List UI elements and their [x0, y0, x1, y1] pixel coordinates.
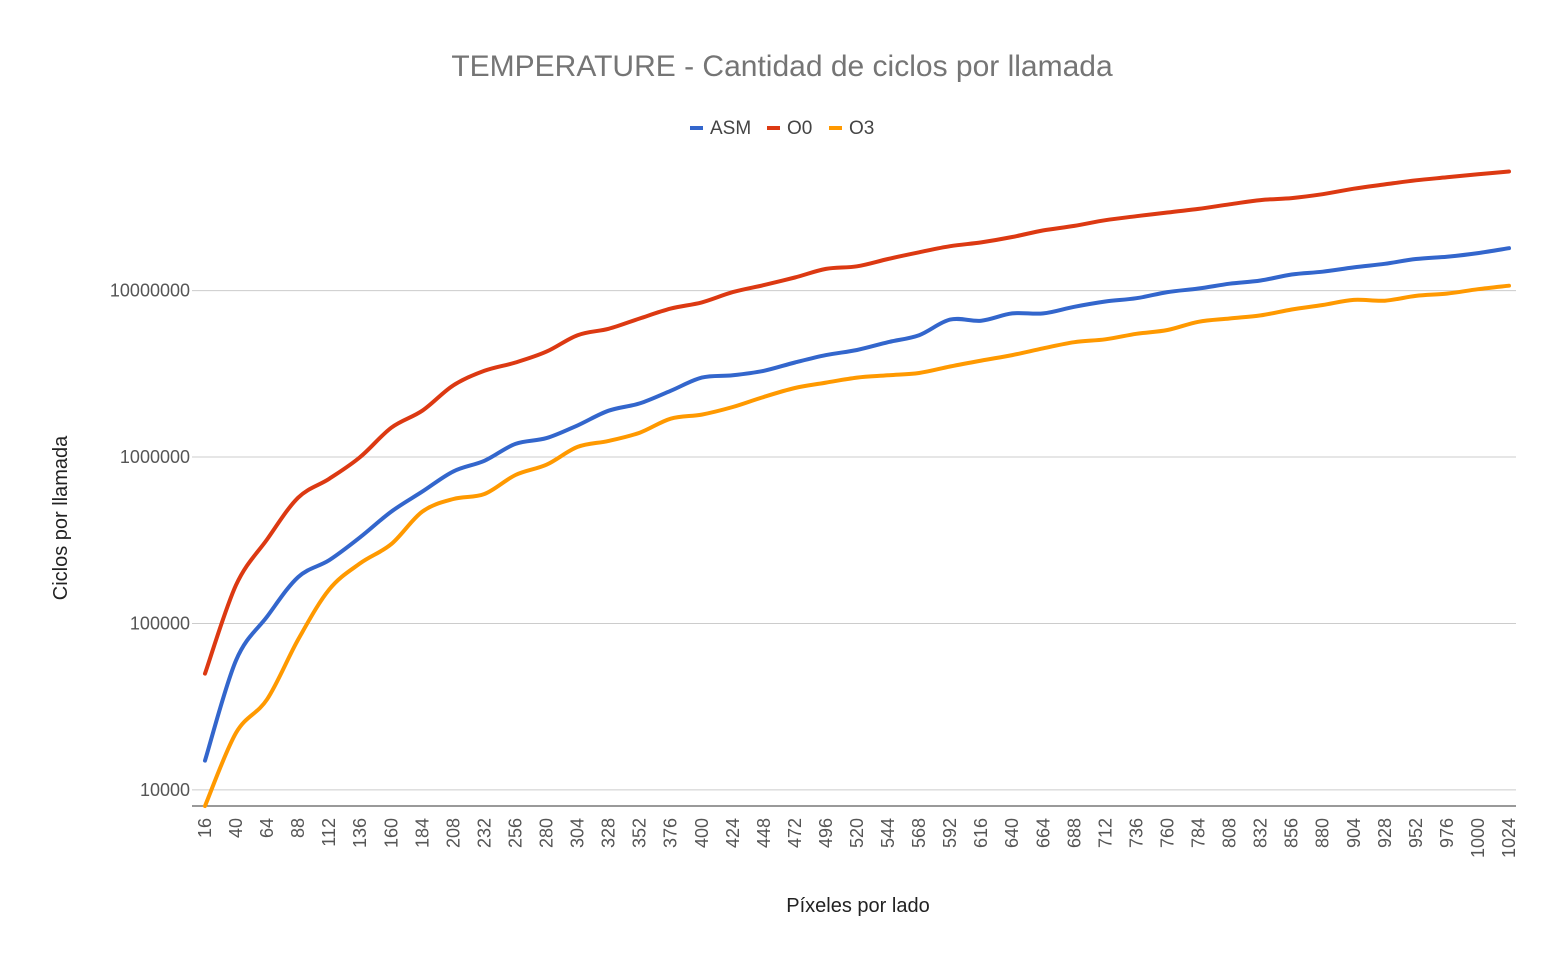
x-tick-label: 88	[288, 818, 308, 838]
series-line-asm	[203, 246, 1511, 763]
y-tick-label: 10000000	[110, 281, 190, 301]
x-tick-label: 496	[816, 818, 836, 848]
x-tick-label: 256	[505, 818, 525, 848]
x-tick-label: 712	[1095, 818, 1115, 848]
x-tick-label: 928	[1375, 818, 1395, 848]
legend-label-o0: O0	[787, 118, 812, 139]
legend-label-o3: O3	[849, 118, 874, 139]
x-tick-label: 352	[630, 818, 650, 848]
x-tick-label: 856	[1282, 818, 1302, 848]
x-tick-label: 592	[940, 818, 960, 848]
x-tick-label: 952	[1406, 818, 1426, 848]
x-tick-label: 328	[599, 818, 619, 848]
legend-label-asm: ASM	[710, 118, 751, 139]
y-axis-label: Ciclos por llamada	[50, 435, 72, 600]
series-group	[203, 169, 1511, 808]
x-tick-label: 1000	[1468, 818, 1488, 858]
x-tick-label: 784	[1189, 818, 1209, 848]
x-tick-label: 448	[754, 818, 774, 848]
x-tick-label: 832	[1251, 818, 1271, 848]
x-tick-label: 736	[1126, 818, 1146, 848]
x-tick-label: 424	[723, 818, 743, 848]
x-tick-label: 280	[537, 818, 557, 848]
x-tick-label: 64	[257, 818, 277, 838]
y-axis-ticks: 10000 100000 1000000 10000000	[110, 281, 190, 800]
x-tick-label: 40	[226, 818, 246, 838]
x-tick-label: 976	[1437, 818, 1457, 848]
x-tick-label: 472	[785, 818, 805, 848]
y-tick-label: 1000000	[120, 447, 190, 467]
x-tick-label: 640	[1002, 818, 1022, 848]
x-tick-label: 376	[661, 818, 681, 848]
x-tick-label: 688	[1064, 818, 1084, 848]
x-tick-label: 544	[878, 818, 898, 848]
x-tick-label: 232	[474, 818, 494, 848]
x-tick-label: 112	[319, 818, 339, 847]
series-line-o3	[203, 283, 1511, 808]
x-tick-label: 520	[847, 818, 867, 848]
x-tick-label: 616	[971, 818, 991, 848]
x-tick-label: 136	[350, 818, 370, 848]
y-tick-label: 100000	[130, 613, 190, 633]
x-tick-label: 160	[381, 818, 401, 848]
x-tick-label: 664	[1033, 818, 1053, 848]
x-tick-label: 880	[1313, 818, 1333, 848]
chart-title: TEMPERATURE - Cantidad de ciclos por lla…	[451, 50, 1113, 83]
x-axis-ticks: 16 40 64 88 112 136 160 184 208 232 256 280 304 328 35…	[195, 818, 1519, 858]
x-tick-label: 184	[412, 818, 432, 848]
x-tick-label: 808	[1220, 818, 1240, 848]
legend: ASM O0 O3	[690, 118, 874, 139]
x-tick-label: 904	[1344, 818, 1364, 848]
x-tick-label: 16	[195, 818, 215, 838]
x-tick-label: 208	[443, 818, 463, 848]
gridlines	[192, 290, 1516, 807]
x-tick-label: 568	[909, 818, 929, 848]
series-line-o0	[203, 169, 1511, 676]
x-tick-label: 304	[568, 818, 588, 848]
x-tick-label: 1024	[1499, 818, 1519, 858]
y-tick-label: 10000	[140, 780, 190, 800]
x-axis-label: Píxeles por lado	[786, 895, 929, 917]
x-tick-label: 760	[1157, 818, 1177, 848]
x-tick-label: 400	[692, 818, 712, 848]
